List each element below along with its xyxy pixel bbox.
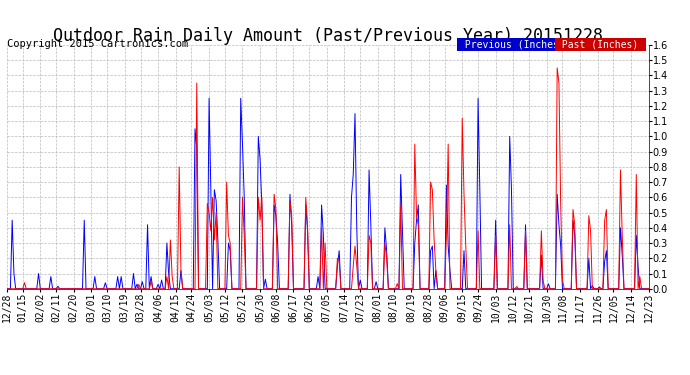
- Text: Past (Inches): Past (Inches): [556, 39, 644, 50]
- Title: Outdoor Rain Daily Amount (Past/Previous Year) 20151228: Outdoor Rain Daily Amount (Past/Previous…: [52, 27, 603, 45]
- Text: Copyright 2015 Cartronics.com: Copyright 2015 Cartronics.com: [7, 39, 188, 50]
- Text: Previous (Inches): Previous (Inches): [459, 39, 571, 50]
